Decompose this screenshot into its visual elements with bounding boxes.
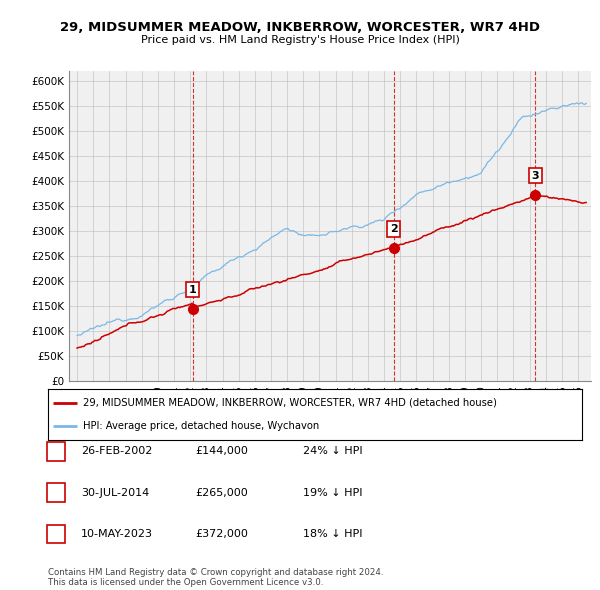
Text: 10-MAY-2023: 10-MAY-2023 <box>81 529 153 539</box>
Text: 29, MIDSUMMER MEADOW, INKBERROW, WORCESTER, WR7 4HD: 29, MIDSUMMER MEADOW, INKBERROW, WORCEST… <box>60 21 540 34</box>
Text: Price paid vs. HM Land Registry's House Price Index (HPI): Price paid vs. HM Land Registry's House … <box>140 35 460 45</box>
Text: 1: 1 <box>52 447 59 456</box>
Text: 2: 2 <box>389 224 397 234</box>
Text: HPI: Average price, detached house, Wychavon: HPI: Average price, detached house, Wych… <box>83 421 319 431</box>
Text: £144,000: £144,000 <box>195 447 248 456</box>
Text: 26-FEB-2002: 26-FEB-2002 <box>81 447 152 456</box>
Text: 18% ↓ HPI: 18% ↓ HPI <box>303 529 362 539</box>
Text: £372,000: £372,000 <box>195 529 248 539</box>
Text: 30-JUL-2014: 30-JUL-2014 <box>81 488 149 497</box>
Text: 29, MIDSUMMER MEADOW, INKBERROW, WORCESTER, WR7 4HD (detached house): 29, MIDSUMMER MEADOW, INKBERROW, WORCEST… <box>83 398 497 408</box>
Text: £265,000: £265,000 <box>195 488 248 497</box>
Text: 3: 3 <box>532 171 539 181</box>
Text: 19% ↓ HPI: 19% ↓ HPI <box>303 488 362 497</box>
Text: Contains HM Land Registry data © Crown copyright and database right 2024.
This d: Contains HM Land Registry data © Crown c… <box>48 568 383 587</box>
Text: 1: 1 <box>189 284 197 294</box>
Text: 2: 2 <box>52 488 59 497</box>
Text: 24% ↓ HPI: 24% ↓ HPI <box>303 447 362 456</box>
Text: 3: 3 <box>52 529 59 539</box>
